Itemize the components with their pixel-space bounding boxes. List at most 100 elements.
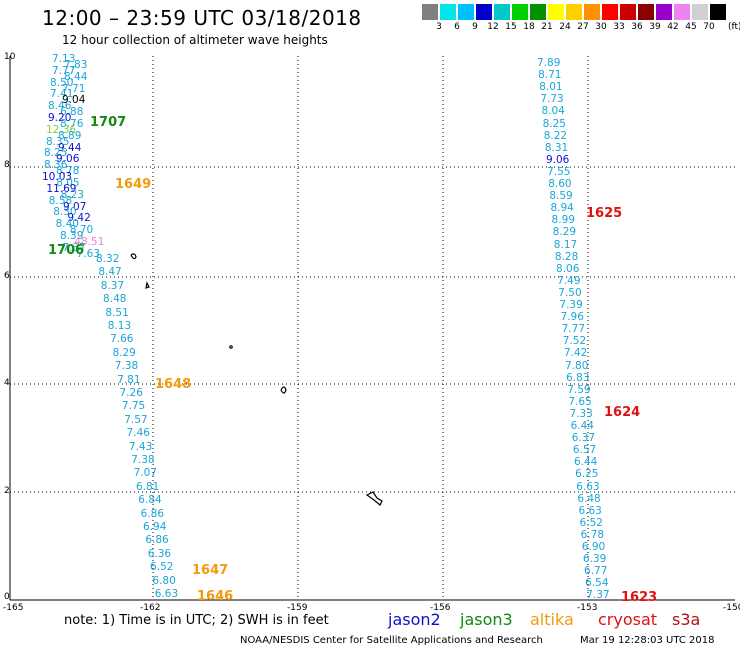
scale-swatch xyxy=(530,4,546,20)
wave-height-label: 6.83 xyxy=(566,371,590,384)
wave-height-label: 6.54 xyxy=(585,577,609,590)
x-tick-label: -165 xyxy=(3,603,24,613)
wave-height-label: 6.84 xyxy=(138,494,162,507)
legend-entry-altika: altika xyxy=(530,610,574,629)
wave-height-label: 7.66 xyxy=(110,333,134,346)
wave-height-label: 8.13 xyxy=(107,320,132,332)
scale-swatch xyxy=(620,4,636,20)
wave-height-label: 7.73 xyxy=(540,93,564,106)
scale-label: 30 xyxy=(595,22,607,32)
wave-height-label: 7.38 xyxy=(131,454,155,466)
wave-height-label: 8.31 xyxy=(544,141,569,154)
pass-time-label: 1624 xyxy=(604,405,641,420)
wave-height-label: 6.77 xyxy=(584,565,608,578)
wave-height-label: 7.49 xyxy=(557,274,581,287)
wave-height-label: 9.06 xyxy=(56,153,80,166)
y-tick-label: 6 xyxy=(4,271,10,281)
legend-entry-s3a: s3a xyxy=(672,610,701,629)
wave-height-label: 7.75 xyxy=(121,400,146,413)
scale-label: 21 xyxy=(541,22,553,32)
wave-height-label: 8.51 xyxy=(105,306,129,319)
y-tick-label: 10 xyxy=(4,52,16,62)
wave-height-label: 8.48 xyxy=(103,293,127,306)
island-shape xyxy=(130,253,137,260)
wave-height-label: 8.76 xyxy=(60,117,84,130)
wave-height-label: 7.50 xyxy=(558,286,582,299)
wave-height-label: 8.06 xyxy=(556,262,580,275)
wave-height-label: 6.88 xyxy=(60,106,84,119)
wave-height-label: 8.01 xyxy=(539,81,563,94)
wave-height-label: 8.25 xyxy=(44,147,68,160)
wave-height-label: 8.32 xyxy=(96,253,120,265)
scale-label: 12 xyxy=(487,22,499,32)
wave-height-label: 9.04 xyxy=(62,94,86,107)
y-tick-label: 8 xyxy=(4,160,10,170)
pass-time-label: 1648 xyxy=(155,377,192,392)
wave-height-label: 12.36 xyxy=(46,123,77,136)
scale-swatch xyxy=(548,4,564,20)
scale-swatch xyxy=(512,4,528,20)
wave-height-label: 8.78 xyxy=(56,165,80,178)
scale-label: 70 xyxy=(703,22,715,32)
island-shape xyxy=(365,491,383,506)
wave-height-label: 8.47 xyxy=(98,266,122,279)
scale-label: 45 xyxy=(685,22,697,32)
legend-entry-cryosat: cryosat xyxy=(598,610,658,629)
wave-height-label: 7.37 xyxy=(62,241,86,254)
pass-time-label: 1707 xyxy=(90,115,127,130)
wave-height-label: 7.57 xyxy=(124,413,148,426)
scale-label: 18 xyxy=(523,22,535,32)
legend-entry-jason2: jason2 xyxy=(388,610,441,629)
wave-height-label: 7.96 xyxy=(560,311,584,324)
wave-height-label: 9.07 xyxy=(63,200,87,213)
wave-height-label: 8.23 xyxy=(60,188,84,201)
wave-height-label: 9.44 xyxy=(58,141,82,154)
wave-height-label: 6.37 xyxy=(571,432,596,445)
wave-height-label: 7.77 xyxy=(52,64,76,77)
scale-swatch xyxy=(584,4,600,20)
wave-height-label: 8.59 xyxy=(549,190,573,203)
wave-height-label: 7.39 xyxy=(559,299,583,311)
wave-height-label: 7.80 xyxy=(565,359,589,372)
wave-height-label: 6.52 xyxy=(579,516,603,529)
x-tick-label: -159 xyxy=(287,603,308,613)
wave-height-label: 7.07 xyxy=(133,467,157,480)
legend-entry-jason3: jason3 xyxy=(460,610,513,629)
wave-height-label: 8.35 xyxy=(46,135,70,148)
wave-height-label: 48.51 xyxy=(74,235,105,248)
wave-height-label: 7.65 xyxy=(568,395,592,408)
scale-label: 15 xyxy=(505,22,517,32)
wave-height-label: 8.04 xyxy=(541,105,565,118)
wave-height-label: 8.94 xyxy=(550,202,574,215)
wave-height-label: 8.46 xyxy=(48,100,72,113)
wave-height-label: 6.48 xyxy=(577,492,601,505)
x-tick-label: -153 xyxy=(577,603,598,613)
wave-height-label: 6.80 xyxy=(152,574,176,587)
x-tick-label: -156 xyxy=(430,603,451,613)
scale-swatch xyxy=(692,4,708,20)
wave-height-label: 7.63 xyxy=(76,247,100,260)
x-tick-label: -150 xyxy=(723,603,740,613)
wave-height-label: 6.94 xyxy=(143,521,167,533)
scale-swatch xyxy=(602,4,618,20)
pass-time-label: 1623 xyxy=(621,590,658,605)
wave-height-label: 6.36 xyxy=(147,547,172,560)
timestamp: Mar 19 12:28:03 UTC 2018 xyxy=(580,635,715,646)
scale-label: 42 xyxy=(667,22,679,32)
map-title: 12:00 – 23:59 UTC 03/18/2018 xyxy=(42,6,362,30)
scale-swatch xyxy=(476,4,492,20)
scale-swatch xyxy=(458,4,474,20)
island-shape xyxy=(145,281,150,289)
wave-height-label: 8.17 xyxy=(553,238,578,251)
y-tick-label: 4 xyxy=(4,378,10,388)
wave-height-label: 6.44 xyxy=(573,456,598,469)
wave-height-label: 7.38 xyxy=(114,360,139,373)
scale-label: 27 xyxy=(577,22,589,32)
wave-height-label: 9.20 xyxy=(48,112,72,124)
wave-height-label: 6.81 xyxy=(135,480,160,493)
wave-height-label: 8.36 xyxy=(44,159,68,172)
wave-height-label: 6.78 xyxy=(580,528,605,541)
wave-height-label: 6.63 xyxy=(154,588,179,600)
wave-height-label: 8.60 xyxy=(548,178,572,190)
